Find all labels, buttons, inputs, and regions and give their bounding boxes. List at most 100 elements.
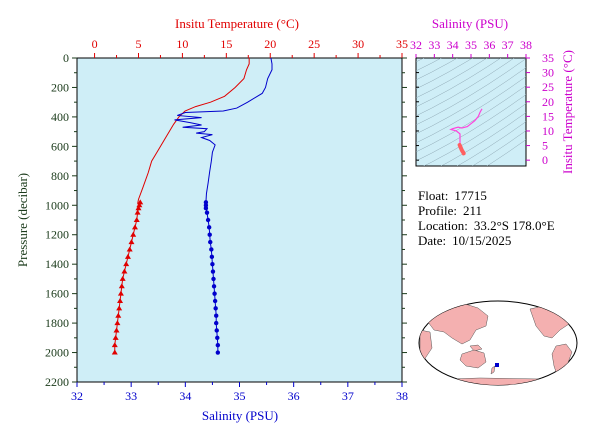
temperature-marker (114, 320, 121, 326)
temperature-marker (131, 224, 138, 230)
profile-label: Profile: (418, 203, 457, 218)
temperature-marker (111, 342, 118, 348)
temperature-marker (121, 268, 128, 274)
density-contour (423, 103, 526, 166)
salinity-marker (211, 284, 217, 289)
ts-right-tick-label: 15 (542, 109, 554, 123)
temperature-marker (113, 327, 120, 333)
bottom-axis-label: Salinity (PSU) (202, 408, 278, 423)
date-label: Date: (418, 233, 447, 248)
salinity-marker (215, 350, 221, 355)
left-tick-label: 800 (51, 169, 69, 183)
world-map (418, 300, 578, 386)
temperature-marker (137, 199, 144, 205)
temperature-marker (136, 202, 143, 208)
salinity-line (174, 57, 273, 203)
left-tick-label: 400 (51, 110, 69, 124)
density-contour (416, 58, 488, 99)
temperature-marker (134, 209, 141, 215)
bottom-tick-label: 34 (179, 389, 191, 403)
ts-top-tick-label: 36 (483, 38, 495, 52)
ts-right-tick-label: 25 (542, 80, 554, 94)
temperature-marker (116, 305, 123, 311)
temperature-marker (117, 298, 124, 303)
left-tick-label: 1200 (45, 228, 69, 242)
temperature-marker (128, 239, 135, 245)
location-label: Location: (418, 218, 468, 233)
salinity-marker (215, 335, 220, 341)
ts-trace (449, 108, 483, 156)
land-new-zealand (490, 365, 496, 375)
main-profile-plot: 0 5 10 15 20 25 30 35 32 33 34 35 36 37 38 0 200 400 600 80… (15, 16, 408, 423)
bottom-tick-label: 32 (71, 389, 83, 403)
bottom-tick-label: 38 (396, 389, 408, 403)
temperature-marker (115, 312, 122, 318)
land-australia (459, 349, 487, 369)
top-tick-label: 20 (264, 37, 276, 51)
ts-right-axis-label: Insitu Temperature (°C) (560, 50, 575, 174)
ts-right-tick-label: 0 (542, 153, 548, 167)
date-value: 10/15/2025 (452, 233, 512, 248)
salinity-marker (207, 232, 212, 237)
temperature-marker (126, 246, 133, 252)
temperature-marker (119, 275, 126, 281)
float-label: Float: (418, 188, 449, 203)
float-location-marker (495, 363, 499, 367)
density-contour (396, 0, 546, 17)
ts-plot-area (415, 57, 527, 167)
temperature-marker (117, 290, 124, 296)
land-islands (469, 344, 483, 352)
ts-top-tick-label: 34 (447, 38, 459, 52)
density-contour (396, 0, 546, 8)
bottom-tick-label: 36 (288, 389, 300, 403)
density-contour (416, 85, 526, 153)
top-axis-label: Insitu Temperature (°C) (175, 16, 299, 31)
salinity-series (174, 57, 273, 355)
temperature-marker (123, 261, 130, 267)
location-row: Location: 33.2°S 178.0°E (418, 218, 555, 233)
density-contour (416, 58, 502, 108)
left-tick-label: 600 (51, 139, 69, 153)
top-tick-label: 35 (396, 37, 408, 51)
left-tick-label: 1600 (45, 287, 69, 301)
top-tick-label: 25 (308, 37, 320, 51)
salinity-marker (209, 247, 214, 252)
top-tick-label: 0 (92, 37, 98, 51)
bottom-tick-label: 37 (342, 389, 354, 403)
salinity-marker (213, 306, 218, 311)
salinity-marker (214, 320, 219, 326)
top-tick-label: 5 (135, 37, 141, 51)
temperature-marker (124, 253, 131, 259)
ts-top-tick-label: 37 (502, 38, 514, 52)
ts-trace-line (449, 108, 483, 146)
left-axis-label: Pressure (decibar) (15, 173, 30, 267)
salinity-marker (206, 225, 212, 230)
top-tick-label: 10 (176, 37, 188, 51)
ts-right-tick-label: 20 (542, 95, 554, 109)
ts-deep-segment (457, 142, 466, 156)
ts-top-tick-label: 38 (520, 38, 532, 52)
temperature-marker (111, 349, 118, 355)
profile-row: Profile: 211 (418, 203, 555, 218)
salinity-marker (208, 239, 213, 245)
main-plot-area (76, 57, 403, 383)
float-info-panel: Float: 17715 Profile: 211 Location: 33.2°S … (418, 188, 555, 248)
density-contour (416, 58, 526, 126)
ts-right-tick-label: 5 (542, 139, 548, 153)
ts-right-tick-label: 10 (542, 124, 554, 138)
location-value: 33.2°S 178.0°E (473, 218, 555, 233)
temperature-marker (130, 231, 137, 237)
ts-top-tick-label: 35 (465, 38, 477, 52)
salinity-marker (214, 313, 219, 318)
temperature-marker (118, 283, 125, 289)
bottom-tick-label: 35 (234, 389, 246, 403)
salinity-marker (210, 261, 215, 267)
temperature-marker (133, 217, 140, 222)
bottom-tick-label: 33 (125, 389, 137, 403)
left-tick-label: 2200 (45, 375, 69, 389)
temperature-series (111, 58, 250, 355)
salinity-marker (205, 217, 211, 223)
float-row: Float: 17715 (418, 188, 555, 203)
density-contours (396, 0, 546, 166)
